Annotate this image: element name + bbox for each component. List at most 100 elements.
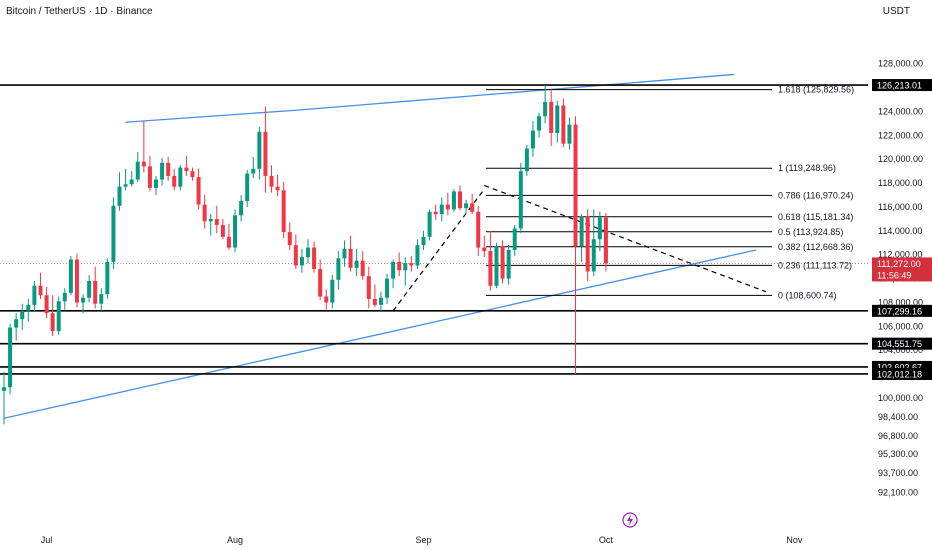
price-axis-label: 106,000.00 xyxy=(878,321,923,331)
candle-body xyxy=(293,245,298,266)
candle-body xyxy=(427,211,432,237)
candle-body xyxy=(451,191,456,210)
candle-body xyxy=(476,211,481,248)
level-price-tag-text: 107,299.16 xyxy=(877,306,922,316)
candle-body xyxy=(93,281,98,304)
candle-body xyxy=(14,319,19,328)
price-axis-label: 124,000.00 xyxy=(878,106,923,116)
candle-body xyxy=(385,278,390,298)
candle-body xyxy=(202,204,207,222)
candle-body xyxy=(445,204,450,210)
price-axis-label: 114,000.00 xyxy=(878,226,922,236)
candle-body xyxy=(464,203,469,209)
candle-body xyxy=(99,294,104,304)
candle-body xyxy=(378,297,383,305)
time-axis-label: Jul xyxy=(41,535,53,545)
ascending-resistance-line xyxy=(295,73,735,111)
candle-body xyxy=(2,387,6,391)
candle-body xyxy=(524,148,529,172)
fibonacci-retracement: 1.618 (125,829.56) 1 (119,248.96) 0.786 (1… xyxy=(486,85,854,300)
candle-body xyxy=(397,261,402,271)
candle-body xyxy=(409,263,414,266)
lightning-icon xyxy=(622,512,638,528)
candle-body xyxy=(275,186,280,191)
candle-body xyxy=(8,327,13,388)
candle-body xyxy=(111,205,116,262)
price-axis-label: 98,400.00 xyxy=(878,412,918,422)
fib-level-label: 0.382 (112,668.36) xyxy=(778,242,853,252)
candle-body xyxy=(488,251,493,286)
level-price-tag-text: 102,602.67 xyxy=(877,362,922,372)
candle-body xyxy=(184,167,189,172)
price-axis-label: 112,000.00 xyxy=(878,250,922,260)
candle-body xyxy=(129,179,134,185)
candle-body xyxy=(62,292,67,302)
time-axis: Jul Aug Sep Oct Nov xyxy=(41,535,803,545)
horizontal-levels xyxy=(0,84,868,375)
fib-level-label: 0.5 (113,924.85) xyxy=(778,227,843,237)
countdown-tag-text: 11:56:49 xyxy=(877,270,911,280)
candle-body xyxy=(324,296,329,303)
candle-body xyxy=(318,269,323,297)
candle-body xyxy=(561,105,566,144)
candle-body xyxy=(81,297,86,303)
candle-body xyxy=(208,218,213,222)
fib-level-label: 1 (119,248.96) xyxy=(778,163,836,173)
candle-body xyxy=(543,101,548,117)
time-axis-label: Nov xyxy=(786,535,803,545)
candle-body xyxy=(196,177,201,205)
candle-body xyxy=(178,167,183,187)
price-axis-label: 118,000.00 xyxy=(878,178,922,188)
candle-body xyxy=(439,204,444,215)
candle-body xyxy=(372,298,377,305)
candle-body xyxy=(603,217,608,264)
chart-title: Bitcoin / TetherUS · 1D · Binance xyxy=(6,6,153,17)
candle-body xyxy=(226,236,231,248)
candle-body xyxy=(263,131,268,176)
level-price-tag xyxy=(872,304,932,317)
price-axis-label: 104,000.00 xyxy=(878,345,923,355)
price-axis-label: 116,000.00 xyxy=(878,202,922,212)
candle-body xyxy=(354,260,359,268)
candle-body xyxy=(421,236,426,246)
candle-body xyxy=(518,171,523,229)
price-axis-label: 120,000.00 xyxy=(878,154,923,164)
candle-body xyxy=(123,184,128,187)
price-axis-label: 108,000.00 xyxy=(878,297,923,307)
candle-body xyxy=(233,215,238,248)
candle-body xyxy=(190,171,195,178)
price-axis-label: 93,700.00 xyxy=(878,468,918,478)
trendlines xyxy=(0,73,868,419)
current-price-tag xyxy=(872,257,932,282)
dashed-rally-line xyxy=(392,188,485,312)
level-price-tag xyxy=(872,79,932,92)
candle-body xyxy=(336,258,341,280)
candle-body xyxy=(239,201,244,216)
time-axis-label: Oct xyxy=(599,535,614,545)
candle-body xyxy=(306,247,310,258)
candle-body xyxy=(166,162,171,176)
candle-body xyxy=(555,105,560,133)
price-axis: 128,000.00126,000.00124,000.00122,000.00… xyxy=(872,59,932,497)
fib-level-label: 0.618 (115,181.34) xyxy=(778,212,853,222)
candle-body xyxy=(287,232,292,246)
fib-level-label: 0.236 (111,113.72) xyxy=(778,260,852,270)
current-price-tag-text: 111,272.00 xyxy=(877,259,921,269)
candle-body xyxy=(573,124,578,247)
candle-body xyxy=(105,261,110,295)
fib-level-label: 0.786 (116,970.24) xyxy=(778,190,853,200)
candle-body xyxy=(172,175,177,187)
candle-body xyxy=(147,166,152,188)
candle-body xyxy=(32,285,37,305)
candle-body xyxy=(87,281,92,298)
candlesticks xyxy=(2,85,608,425)
event-markers xyxy=(622,512,638,528)
candle-body xyxy=(330,279,335,303)
dashed-descending-line xyxy=(484,184,767,293)
candle-body xyxy=(68,259,73,293)
candle-body xyxy=(500,246,505,279)
candle-body xyxy=(470,203,475,212)
currency-label: USDT xyxy=(882,6,910,17)
candle-body xyxy=(403,263,408,271)
